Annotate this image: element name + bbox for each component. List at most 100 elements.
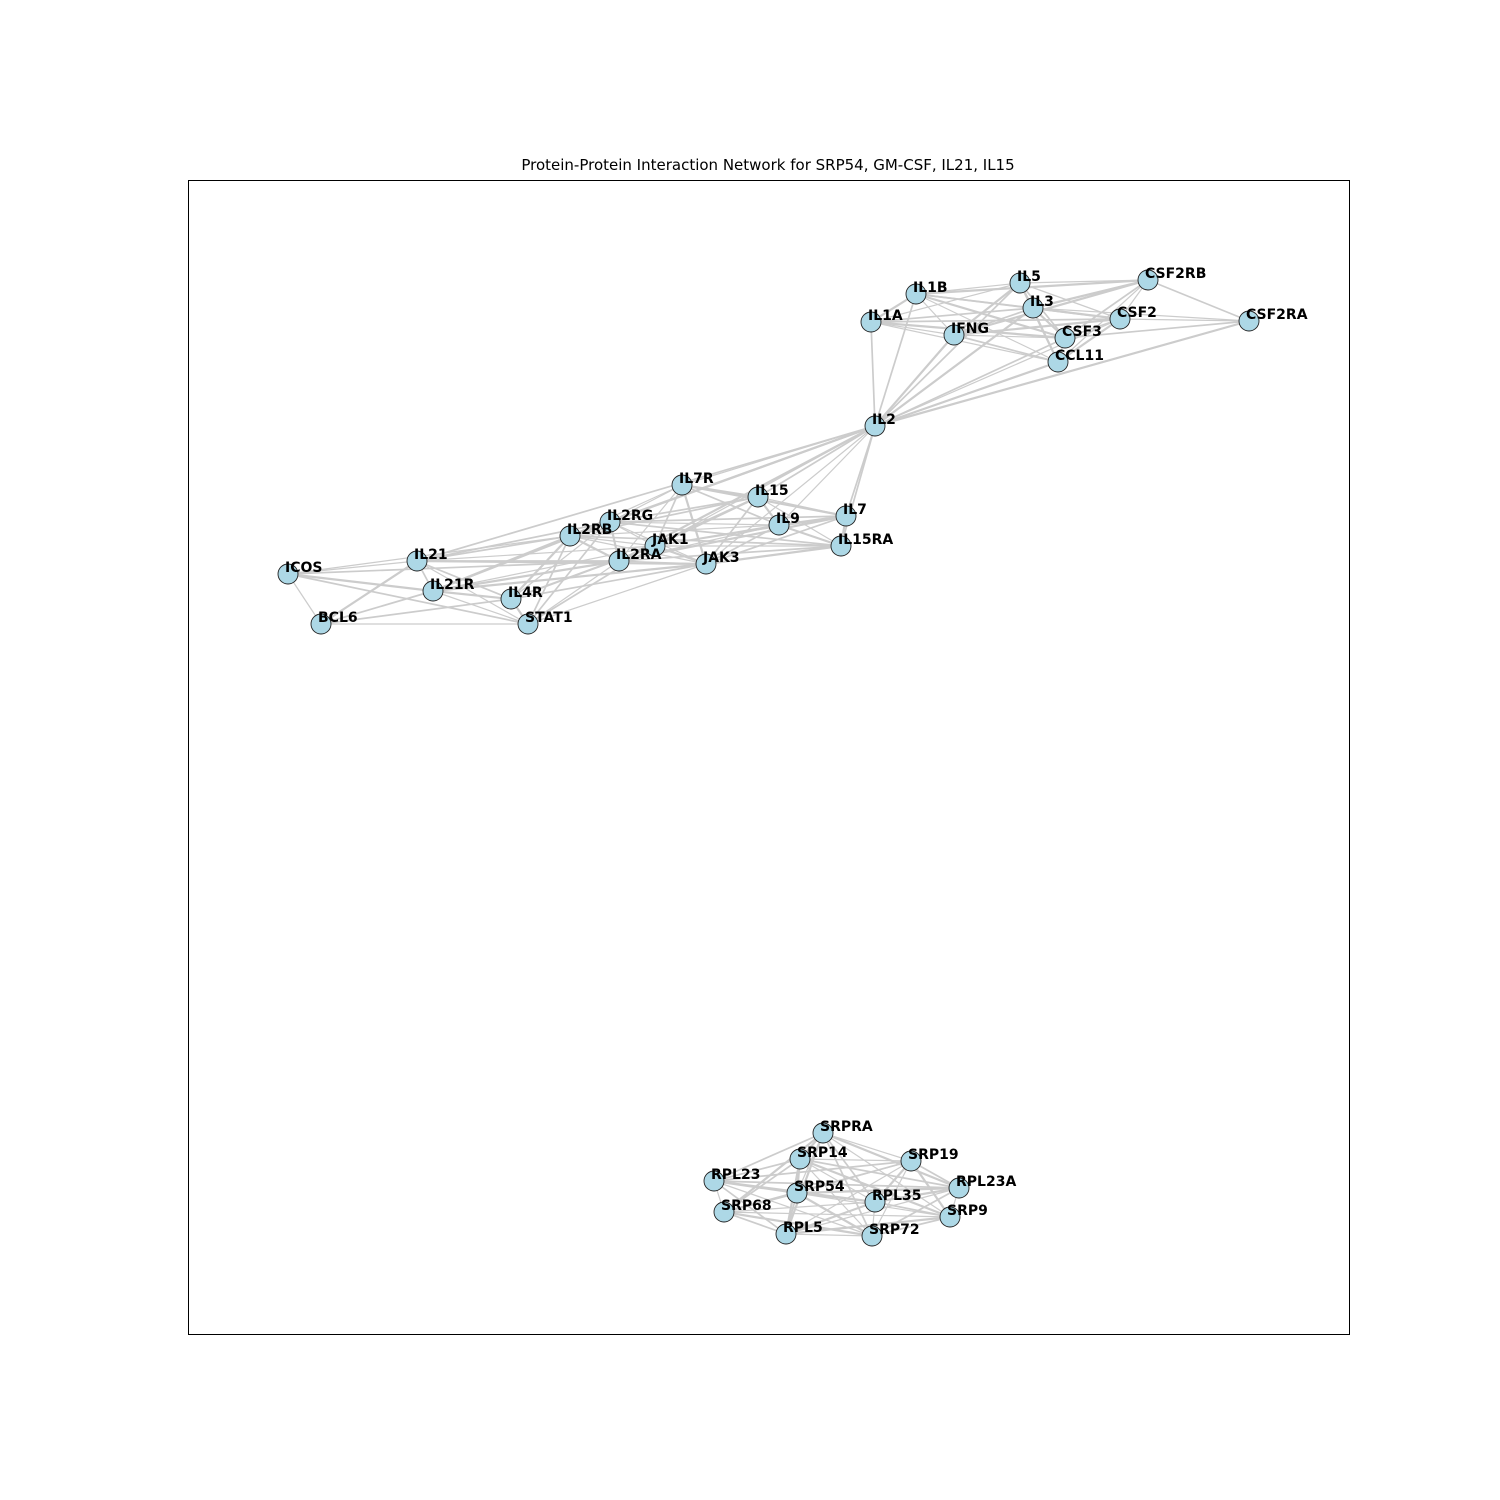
node-jak3[interactable] <box>695 553 717 575</box>
edge-il2rb-il21 <box>416 535 571 562</box>
node-srp14[interactable] <box>789 1148 811 1170</box>
node-ccl11[interactable] <box>1047 351 1069 373</box>
edge-ifng-ccl11 <box>953 334 1059 363</box>
edge-il2-jak3 <box>705 425 876 565</box>
edge-il3-il2 <box>874 307 1034 427</box>
node-srp54[interactable] <box>786 1182 808 1204</box>
edge-il1a-csf2 <box>870 318 1121 323</box>
node-ifng[interactable] <box>943 324 965 346</box>
edge-il5-il1a <box>870 282 1021 323</box>
node-il7[interactable] <box>835 505 857 527</box>
node-label-srp14: SRP14 <box>797 1145 848 1161</box>
node-il21r[interactable] <box>422 580 444 602</box>
node-srp19[interactable] <box>900 1150 922 1172</box>
edge-srpra-srp68 <box>723 1132 824 1213</box>
node-il2ra[interactable] <box>608 550 630 572</box>
node-csf2ra[interactable] <box>1238 310 1260 332</box>
node-stat1[interactable] <box>517 613 539 635</box>
edge-layer <box>287 278 1250 1238</box>
edge-il7r-il2rb <box>569 484 683 537</box>
edge-rpl35-srp68 <box>723 1201 876 1213</box>
edge-il2rb-icos <box>287 535 571 575</box>
edge-srp54-srp68 <box>723 1191 798 1214</box>
edge-jak3-il21 <box>416 559 707 566</box>
edge-il3-csf2ra <box>1032 307 1250 322</box>
node-il2rb[interactable] <box>559 525 581 547</box>
edge-csf3-il2 <box>874 337 1066 427</box>
edge-rpl23-rpl23a <box>713 1180 960 1189</box>
node-il1b[interactable] <box>905 283 927 305</box>
node-label-il21r: IL21R <box>430 577 475 593</box>
node-label-srp54: SRP54 <box>794 1179 845 1195</box>
node-bcl6[interactable] <box>310 613 332 635</box>
edge-il3-il1a <box>870 307 1034 323</box>
node-label-il3: IL3 <box>1030 294 1054 310</box>
edge-il1b-il2 <box>874 293 917 427</box>
node-csf2[interactable] <box>1109 308 1131 330</box>
node-icos[interactable] <box>277 563 299 585</box>
node-srp72[interactable] <box>861 1225 883 1247</box>
node-label-srp72: SRP72 <box>869 1222 920 1238</box>
node-label-csf3: CSF3 <box>1062 324 1102 340</box>
edge-il1a-il2 <box>870 321 876 427</box>
node-label-ifng: IFNG <box>951 321 989 337</box>
edge-srp68-rpl5 <box>723 1211 787 1235</box>
node-rpl5[interactable] <box>775 1223 797 1245</box>
edge-rpl23a-srp54 <box>796 1186 960 1195</box>
node-label-il2ra: IL2RA <box>616 547 662 563</box>
node-label-il7r: IL7R <box>679 471 714 487</box>
edge-srpra-srp19 <box>822 1132 912 1162</box>
edge-il15-il2rg <box>609 496 759 523</box>
edge-il7r-il2rg <box>609 484 683 523</box>
node-rpl23[interactable] <box>703 1170 725 1192</box>
node-srp68[interactable] <box>713 1201 735 1223</box>
edge-il2-il21 <box>416 425 876 562</box>
node-il5[interactable] <box>1009 272 1031 294</box>
node-label-il7: IL7 <box>843 502 867 518</box>
node-srp9[interactable] <box>939 1206 961 1228</box>
edge-il2rb-il15ra <box>569 535 842 547</box>
node-label-il15: IL15 <box>755 483 789 499</box>
node-il21[interactable] <box>406 550 428 572</box>
node-il3[interactable] <box>1022 297 1044 319</box>
node-label-srp19: SRP19 <box>908 1147 959 1163</box>
node-il15[interactable] <box>747 486 769 508</box>
node-label-srpra: SRPRA <box>820 1119 873 1135</box>
node-srpra[interactable] <box>812 1122 834 1144</box>
node-label-bcl6: BCL6 <box>318 610 358 626</box>
node-il1a[interactable] <box>860 311 882 333</box>
node-il2[interactable] <box>864 415 886 437</box>
node-label-il2rb: IL2RB <box>567 522 612 538</box>
node-rpl35[interactable] <box>864 1191 886 1213</box>
edge-il1a-csf3 <box>870 320 1066 340</box>
node-label-il5: IL5 <box>1017 269 1041 285</box>
edge-csf2ra-il2 <box>874 319 1250 428</box>
node-label-srp9: SRP9 <box>947 1203 988 1219</box>
edge-srp14-rpl23 <box>713 1158 801 1182</box>
edge-il15ra-il2ra <box>618 545 842 562</box>
node-label-il4r: IL4R <box>508 585 543 601</box>
node-il4r[interactable] <box>500 588 522 610</box>
node-rpl23a[interactable] <box>948 1177 970 1199</box>
edge-rpl35-rpl5 <box>785 1200 876 1236</box>
node-jak1[interactable] <box>644 535 666 557</box>
edge-csf2-ccl11 <box>1057 318 1121 363</box>
edge-il3-csf2 <box>1032 306 1121 321</box>
edge-il15-jak3 <box>705 496 759 565</box>
edge-srp9-srp72 <box>871 1216 951 1237</box>
node-csf3[interactable] <box>1054 327 1076 349</box>
edge-il5-ifng <box>953 282 1021 336</box>
node-il9[interactable] <box>768 514 790 536</box>
edge-il2rb-il21r <box>432 534 571 593</box>
edge-il1b-csf3 <box>915 292 1066 340</box>
node-label-il2: IL2 <box>872 412 896 428</box>
node-csf2rb[interactable] <box>1137 269 1159 291</box>
node-label-il1a: IL1A <box>868 308 903 324</box>
node-label-il21: IL21 <box>414 547 448 563</box>
node-il15ra[interactable] <box>830 535 852 557</box>
node-il7r[interactable] <box>671 474 693 496</box>
node-il2rg[interactable] <box>599 511 621 533</box>
edge-srp14-srp68 <box>723 1158 801 1213</box>
edge-il2rg-il21 <box>416 521 611 562</box>
edge-jak1-il4r <box>510 544 656 601</box>
